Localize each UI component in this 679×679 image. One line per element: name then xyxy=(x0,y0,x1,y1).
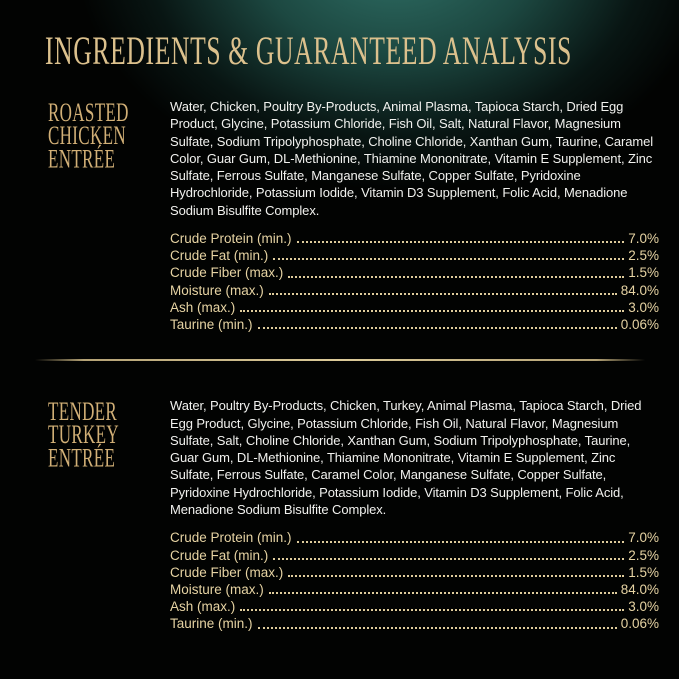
analysis-label: Taurine (min.) xyxy=(170,616,253,632)
gold-divider-line xyxy=(35,359,645,362)
guaranteed-analysis-table: Crude Protein (min.) 7.0% Crude Fat (min… xyxy=(170,230,661,333)
analysis-value: 84.0% xyxy=(620,581,659,597)
analysis-label: Ash (max.) xyxy=(170,599,236,615)
analysis-label: Ash (max.) xyxy=(170,299,236,315)
page-title: INGREDIENTS & GUARANTEED ANALYSIS xyxy=(45,28,572,73)
analysis-value: 0.06% xyxy=(620,317,659,333)
analysis-value: 1.5% xyxy=(628,265,659,281)
guaranteed-analysis-table: Crude Protein (min.) 7.0% Crude Fat (min… xyxy=(170,529,661,632)
analysis-value: 7.0% xyxy=(628,231,659,247)
analysis-value: 2.5% xyxy=(628,248,659,264)
analysis-value: 2.5% xyxy=(628,547,659,563)
analysis-row: Moisture (max.) 84.0% xyxy=(170,581,659,598)
analysis-label: Crude Fiber (max.) xyxy=(170,265,284,281)
dotted-leader xyxy=(292,230,629,247)
analysis-value: 3.0% xyxy=(628,599,659,615)
analysis-row: Taurine (min.) 0.06% xyxy=(170,615,659,632)
ingredients-paragraph: Water, Chicken, Poultry By-Products, Ani… xyxy=(170,99,654,218)
heading-line: TURKEY xyxy=(48,421,119,450)
analysis-row: Crude Fiber (max.) 1.5% xyxy=(170,564,659,581)
analysis-row: Moisture (max.) 84.0% xyxy=(170,282,659,299)
dotted-leader xyxy=(283,264,628,281)
analysis-label: Moisture (max.) xyxy=(170,581,264,597)
dotted-leader xyxy=(253,316,621,333)
dotted-leader xyxy=(268,247,628,264)
heading-line: CHICKEN xyxy=(48,122,126,151)
ingredients-paragraph: Water, Poultry By-Products, Chicken, Tur… xyxy=(170,398,642,518)
heading-line: TENDER xyxy=(48,398,118,427)
analysis-row: Crude Protein (min.) 7.0% xyxy=(170,230,659,247)
analysis-label: Moisture (max.) xyxy=(170,282,264,298)
analysis-value: 1.5% xyxy=(628,564,659,580)
section-heading-text: ROASTED CHICKEN ENTRÉE xyxy=(48,98,131,172)
analysis-row: Ash (max.) 3.0% xyxy=(170,299,659,316)
section-body: Water, Poultry By-Products, Chicken, Tur… xyxy=(170,397,661,632)
analysis-row: Crude Fat (min.) 2.5% xyxy=(170,547,659,564)
dotted-leader xyxy=(235,598,628,615)
section-tender-turkey: TENDER TURKEY ENTRÉE Water, Poultry By-P… xyxy=(48,397,661,632)
dotted-leader xyxy=(253,615,621,632)
analysis-label: Crude Protein (min.) xyxy=(170,530,292,546)
section-heading-tender-turkey: TENDER TURKEY ENTRÉE xyxy=(48,397,170,632)
dotted-leader xyxy=(292,529,629,546)
heading-line: ROASTED xyxy=(48,99,129,128)
analysis-row: Crude Fat (min.) 2.5% xyxy=(170,247,659,264)
analysis-label: Crude Fiber (max.) xyxy=(170,564,284,580)
analysis-label: Crude Protein (min.) xyxy=(170,231,292,247)
analysis-label: Taurine (min.) xyxy=(170,317,253,333)
dotted-leader xyxy=(235,299,628,316)
dotted-leader xyxy=(268,547,628,564)
analysis-value: 3.0% xyxy=(628,299,659,315)
analysis-row: Ash (max.) 3.0% xyxy=(170,598,659,615)
analysis-label: Crude Fat (min.) xyxy=(170,547,269,563)
analysis-value: 0.06% xyxy=(620,616,659,632)
section-heading-text: TENDER TURKEY ENTRÉE xyxy=(48,397,131,471)
dotted-leader xyxy=(283,564,628,581)
heading-line: ENTRÉE xyxy=(48,145,116,174)
section-heading-roasted-chicken: ROASTED CHICKEN ENTRÉE xyxy=(48,98,170,333)
analysis-value: 7.0% xyxy=(628,530,659,546)
dotted-leader xyxy=(264,581,621,598)
analysis-row: Crude Protein (min.) 7.0% xyxy=(170,529,659,546)
section-roasted-chicken: ROASTED CHICKEN ENTRÉE Water, Chicken, P… xyxy=(48,98,661,333)
analysis-row: Crude Fiber (max.) 1.5% xyxy=(170,264,659,281)
analysis-row: Taurine (min.) 0.06% xyxy=(170,316,659,333)
heading-line: ENTRÉE xyxy=(48,444,116,473)
dotted-leader xyxy=(264,282,621,299)
analysis-value: 84.0% xyxy=(620,282,659,298)
section-body: Water, Chicken, Poultry By-Products, Ani… xyxy=(170,98,661,333)
analysis-label: Crude Fat (min.) xyxy=(170,248,269,264)
